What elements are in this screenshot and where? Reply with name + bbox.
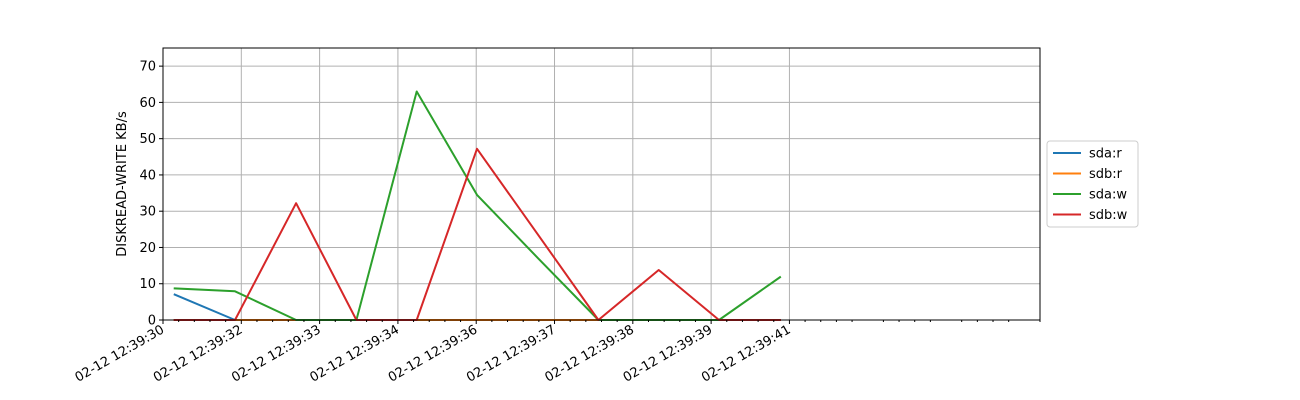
y-tick-label: 40 — [139, 168, 156, 183]
series-line-sdb-w — [173, 147, 781, 321]
y-tick-label: 60 — [139, 96, 156, 111]
legend-entry: sda:w — [1089, 188, 1127, 203]
legend: sda:r sdb:r sda:w sdb:w — [1046, 140, 1139, 228]
y-tick-label: 10 — [139, 277, 156, 292]
legend-entry: sdb:w — [1089, 208, 1128, 223]
legend-entry: sda:r — [1089, 147, 1122, 162]
y-tick-label: 50 — [139, 132, 156, 147]
y-tick-label: 20 — [139, 241, 156, 256]
y-axis-label: DISKREAD-WRITE KB/s — [115, 111, 130, 257]
legend-entry: sdb:r — [1089, 167, 1123, 182]
y-tick-label: 30 — [139, 205, 156, 220]
y-tick-label: 0 — [148, 314, 156, 329]
legend-box — [1046, 140, 1139, 228]
y-tick-label: 70 — [139, 60, 156, 75]
